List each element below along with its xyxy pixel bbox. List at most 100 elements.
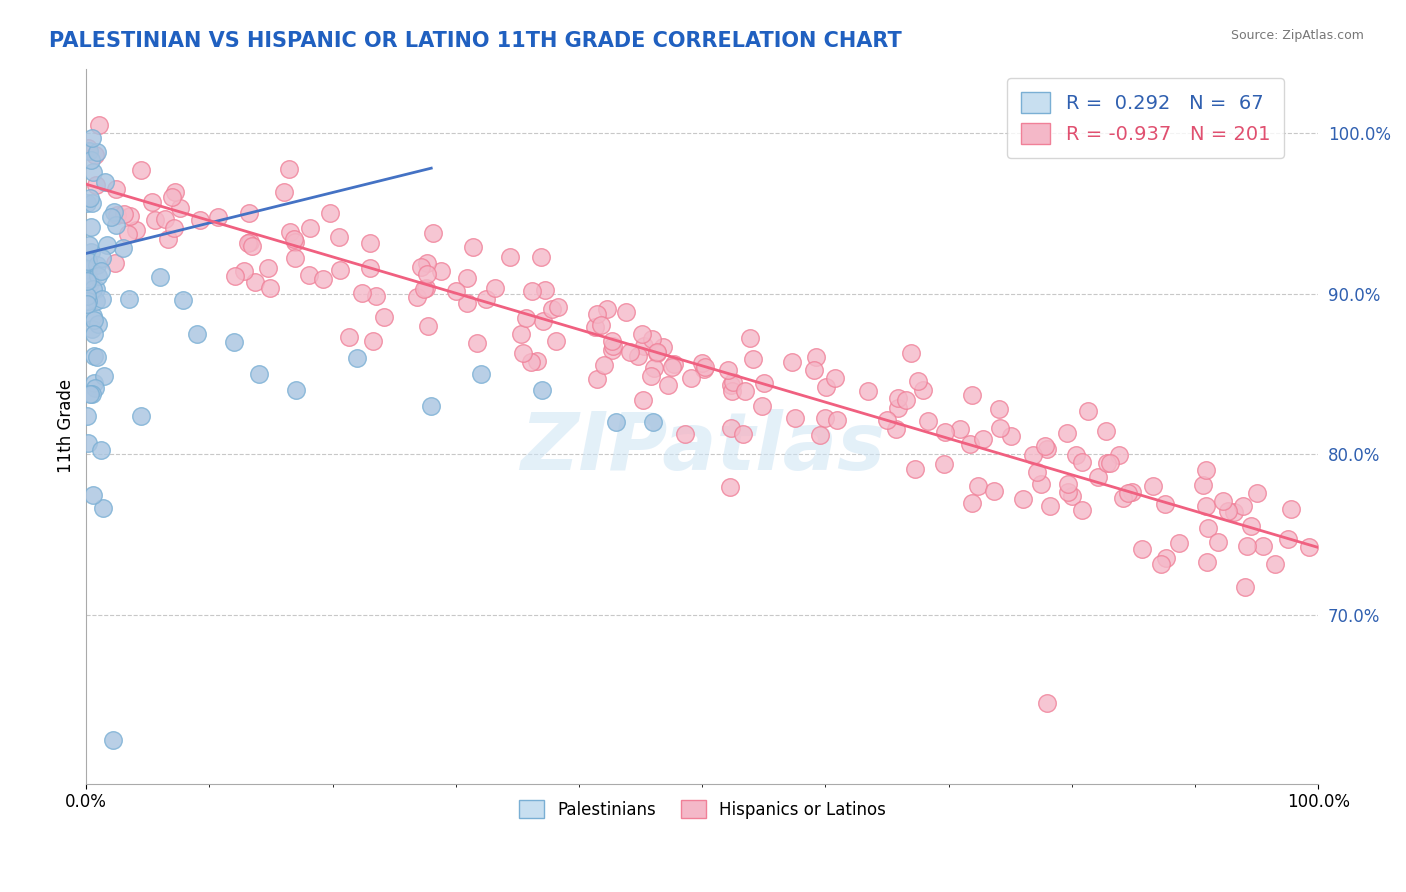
Point [640,369,662,384]
Point [104,256,127,270]
Point [463,240,485,254]
Point [112,241,135,255]
Point [359,236,381,251]
Point [312,272,335,286]
Point [373,310,395,324]
Point [1246,485,1268,500]
Point [645,345,668,359]
Point [600,343,623,357]
Point [1029,477,1052,491]
Point [233,264,256,278]
Point [77,140,100,154]
Point [531,383,554,397]
Point [731,426,754,441]
Point [1056,425,1078,440]
Point [1239,518,1261,533]
Point [80,130,103,145]
Point [361,334,384,348]
Point [602,334,624,348]
Point [752,376,775,391]
Point [484,281,506,295]
Point [806,350,828,364]
Point [605,415,627,429]
Point [80,322,103,336]
Point [76,272,98,286]
Point [86,350,108,364]
Point [751,399,773,413]
Point [105,208,128,222]
Point [738,331,761,345]
Point [1253,539,1275,553]
Text: PALESTINIAN VS HISPANIC OR LATINO 11TH GRADE CORRELATION CHART: PALESTINIAN VS HISPANIC OR LATINO 11TH G… [49,31,903,51]
Point [932,457,955,471]
Point [734,384,756,399]
Point [1000,429,1022,443]
Point [84,148,107,162]
Point [988,421,1011,435]
Point [907,375,929,389]
Legend: Palestinians, Hispanics or Latinos: Palestinians, Hispanics or Latinos [512,794,893,825]
Point [515,311,537,326]
Point [721,384,744,398]
Point [783,411,806,425]
Point [273,185,295,199]
Point [1142,479,1164,493]
Point [1277,532,1299,546]
Point [904,462,927,476]
Point [721,375,744,389]
Point [1066,448,1088,462]
Point [415,281,437,295]
Point [169,201,191,215]
Point [643,360,665,375]
Point [1070,503,1092,517]
Point [239,235,262,249]
Point [456,271,478,285]
Point [962,388,984,402]
Point [966,479,988,493]
Point [430,264,453,278]
Point [93,369,115,384]
Point [129,409,152,423]
Point [641,332,664,346]
Point [917,414,939,428]
Point [720,421,742,435]
Point [1036,697,1059,711]
Point [149,270,172,285]
Point [530,251,553,265]
Text: Source: ZipAtlas.com: Source: ZipAtlas.com [1230,29,1364,42]
Point [420,399,443,413]
Point [329,262,352,277]
Point [80,196,103,211]
Point [415,267,437,281]
Point [988,401,1011,416]
Point [1130,542,1153,557]
Point [238,205,260,219]
Point [544,334,567,349]
Point [1095,425,1118,439]
Point [76,196,98,211]
Point [1057,476,1080,491]
Point [972,432,994,446]
Point [934,425,956,440]
Point [76,294,98,309]
Point [80,220,103,235]
Point [87,268,110,283]
Point [422,226,444,240]
Point [409,260,432,274]
Point [207,210,229,224]
Point [657,377,679,392]
Point [1195,499,1218,513]
Point [512,346,534,360]
Point [1070,455,1092,469]
Point [1222,505,1244,519]
Point [1236,539,1258,553]
Point [520,355,543,369]
Point [1112,491,1135,506]
Point [90,264,112,278]
Point [780,354,803,368]
Point [125,223,148,237]
Y-axis label: 11th Grade: 11th Grade [58,379,75,473]
Point [887,391,910,405]
Point [884,422,907,436]
Point [595,302,617,317]
